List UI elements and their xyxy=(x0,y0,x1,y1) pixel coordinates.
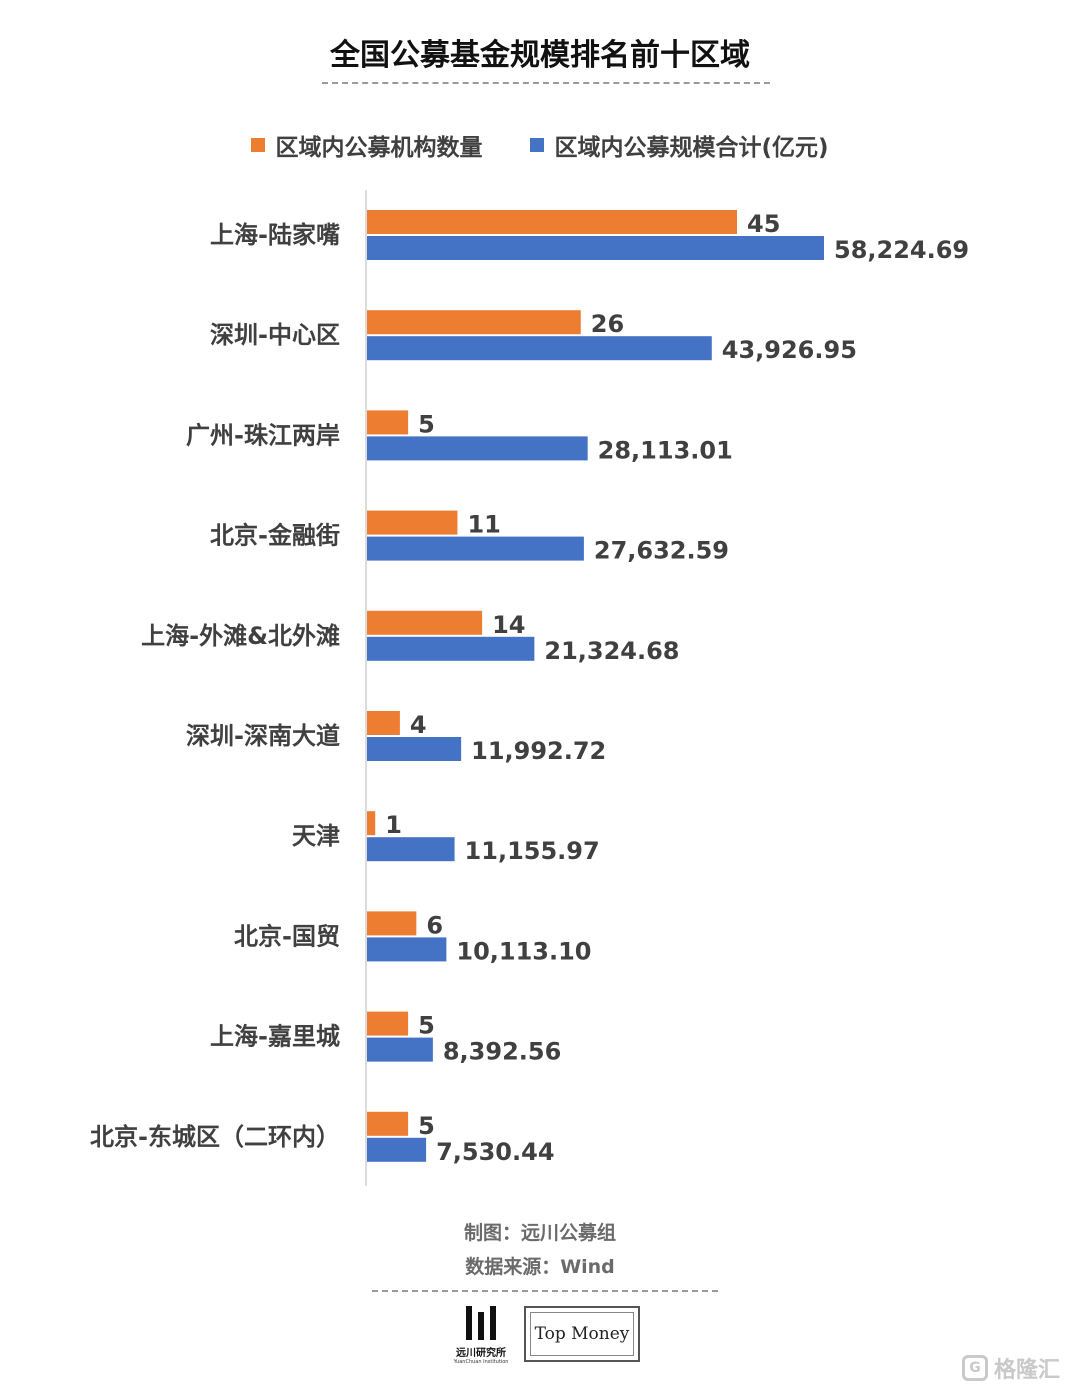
data-label-count: 11 xyxy=(467,511,500,539)
chart-maker-note: 制图：远川公募组 xyxy=(463,1222,616,1244)
bar-fund-scale xyxy=(367,1137,427,1162)
data-label-scale: 8,392.56 xyxy=(443,1038,561,1066)
category-label: 天津 xyxy=(292,822,340,850)
yuanchuan-logo-name: 远川研究所 xyxy=(456,1348,506,1359)
data-label-scale: 27,632.59 xyxy=(594,537,729,565)
data-label-count: 26 xyxy=(591,310,624,338)
legend-swatch-orange xyxy=(251,138,266,152)
data-label-scale: 11,992.72 xyxy=(471,737,606,765)
category-label: 北京-国贸 xyxy=(234,922,340,950)
legend-swatch-blue xyxy=(530,138,545,152)
data-label-count: 5 xyxy=(418,1012,435,1040)
category-label: 北京-金融街 xyxy=(210,522,340,550)
bar-fund-scale xyxy=(367,1037,433,1062)
title-divider xyxy=(322,82,770,84)
bar-fund-scale xyxy=(367,937,447,962)
category-label: 深圳-深南大道 xyxy=(186,722,340,750)
topmoney-logo-text: Top Money xyxy=(530,1312,634,1356)
bar-fund-scale xyxy=(367,436,588,461)
category-label: 上海-嘉里城 xyxy=(210,1023,340,1051)
data-label-scale: 43,926.95 xyxy=(722,336,857,364)
yuanchuan-logo-mark xyxy=(446,1306,516,1340)
bar-institution-count xyxy=(367,1011,409,1036)
bar-institution-count xyxy=(367,711,400,735)
footer-divider xyxy=(372,1290,718,1292)
data-label-count: 45 xyxy=(747,210,780,238)
data-label-scale: 11,155.97 xyxy=(465,837,600,865)
legend-item-scale: 区域内公募规模合计(亿元) xyxy=(530,128,829,162)
data-label-count: 5 xyxy=(418,410,435,438)
data-label-count: 14 xyxy=(492,611,525,639)
data-label-scale: 7,530.44 xyxy=(436,1138,554,1166)
data-label-scale: 58,224.69 xyxy=(834,236,969,264)
chart-title: 全国公募基金规模排名前十区域 xyxy=(330,38,750,73)
category-label: 上海-陆家嘴 xyxy=(210,221,340,249)
legend-item-count: 区域内公募机构数量 xyxy=(251,128,482,162)
data-source-note: 数据来源：Wind xyxy=(465,1256,615,1278)
bar-fund-scale xyxy=(367,636,535,661)
topmoney-logo: Top Money xyxy=(524,1306,640,1362)
bar-institution-count xyxy=(367,410,409,435)
bar-fund-scale xyxy=(367,536,584,561)
category-label: 广州-珠江两岸 xyxy=(186,421,340,449)
category-label: 深圳-中心区 xyxy=(210,321,340,349)
category-label: 北京-东城区（二环内） xyxy=(90,1123,340,1151)
bar-institution-count xyxy=(367,610,483,635)
data-label-scale: 28,113.01 xyxy=(598,436,733,464)
bar-fund-scale xyxy=(367,336,712,361)
legend-label-scale: 区域内公募规模合计(亿元) xyxy=(554,135,829,161)
bar-fund-scale xyxy=(367,837,455,862)
data-label-scale: 10,113.10 xyxy=(456,937,591,965)
bar-fund-scale xyxy=(367,236,824,260)
data-label-count: 6 xyxy=(426,911,443,939)
category-label: 上海-外滩&北外滩 xyxy=(141,622,340,650)
bar-institution-count xyxy=(367,1111,409,1136)
bar-fund-scale xyxy=(367,737,462,761)
gelonghui-logo-icon: G xyxy=(962,1355,988,1381)
data-label-count: 4 xyxy=(410,711,427,739)
yuanchuan-logo-sub: YuanChuan Institution xyxy=(453,1359,509,1365)
chart-legend: 区域内公募机构数量 区域内公募规模合计(亿元) xyxy=(0,128,1080,162)
bar-institution-count xyxy=(367,510,458,535)
watermark-text: 格隆汇 xyxy=(994,1358,1061,1383)
bar-institution-count xyxy=(367,310,581,335)
legend-label-count: 区域内公募机构数量 xyxy=(275,135,483,161)
bar-institution-count xyxy=(367,811,376,836)
data-label-scale: 21,324.68 xyxy=(544,637,679,665)
bar-institution-count xyxy=(367,210,737,234)
gelonghui-watermark: G 格隆汇 xyxy=(962,1350,1060,1386)
data-label-count: 5 xyxy=(418,1112,435,1140)
bar-institution-count xyxy=(367,911,417,936)
yuanchuan-logo: 远川研究所 YuanChuan Institution xyxy=(446,1306,516,1366)
data-label-count: 1 xyxy=(385,811,402,839)
